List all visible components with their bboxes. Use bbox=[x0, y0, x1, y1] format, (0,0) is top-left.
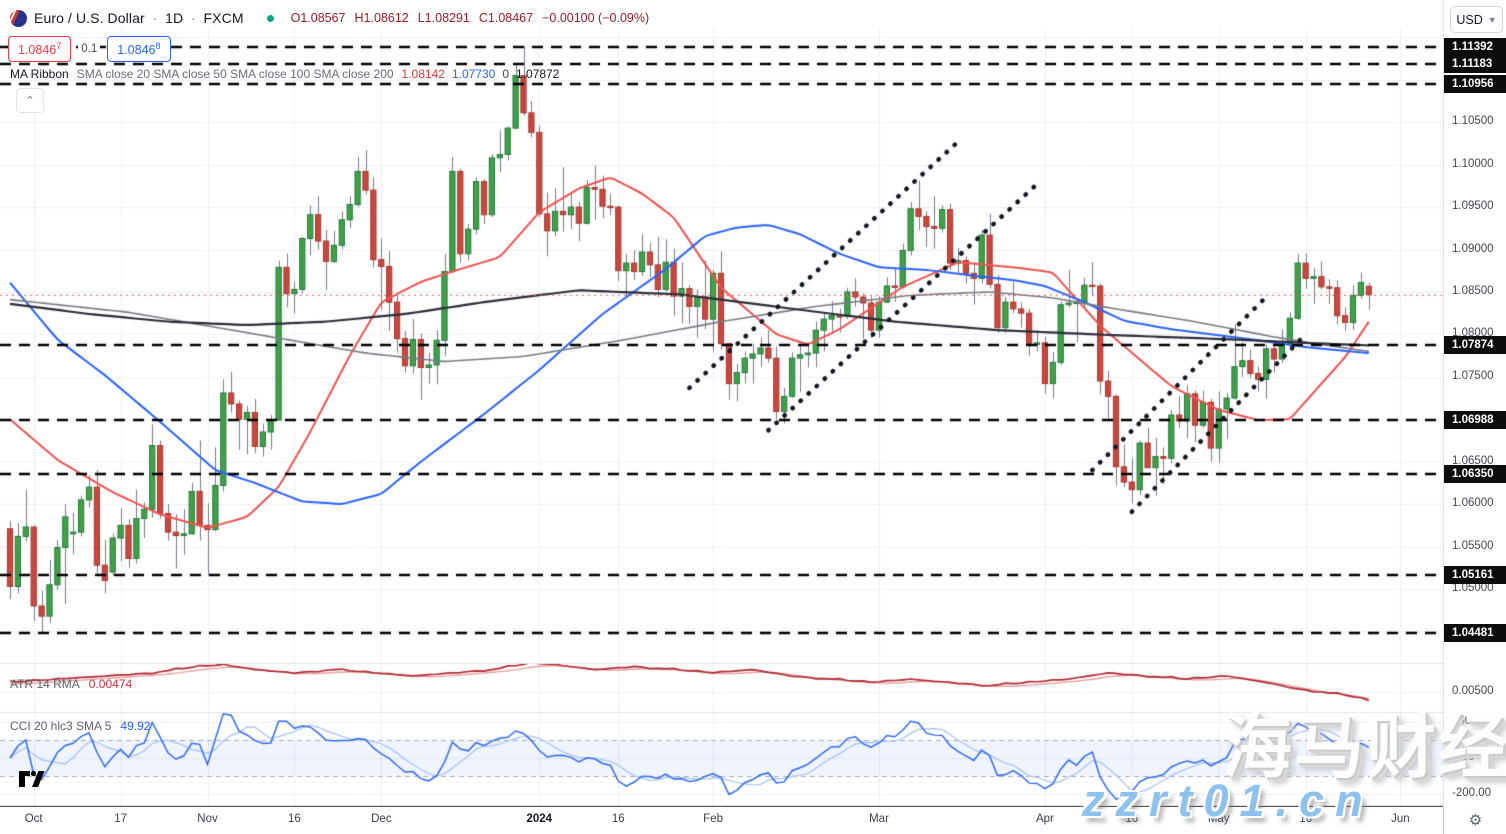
sma100-value: 0 bbox=[502, 67, 510, 81]
time-tick: Oct bbox=[24, 813, 43, 825]
time-tick: May bbox=[1207, 813, 1230, 825]
price-level-label[interactable]: 1.06350 bbox=[1444, 465, 1506, 484]
indicator-values: 1.08142 1.07730 0 1.07872 bbox=[402, 67, 560, 81]
ohlc-open: O1.08567 bbox=[290, 11, 346, 25]
time-tick: 16 bbox=[287, 813, 301, 825]
cci-title[interactable]: CCI 20 hlc3 SMA 5 bbox=[10, 719, 112, 733]
symbol-title[interactable]: Euro / U.S. Dollar bbox=[34, 10, 145, 26]
symbol-header: Euro / U.S. Dollar · 1D · FXCM O1.08567 … bbox=[10, 7, 649, 29]
market-status-icon[interactable] bbox=[266, 14, 274, 22]
price-level-label[interactable]: 1.07874 bbox=[1444, 336, 1506, 355]
price-tick: 1.05000 bbox=[1452, 582, 1494, 594]
price-level-label[interactable]: 1.06988 bbox=[1444, 411, 1506, 430]
axis-settings-cell: ⚙ bbox=[1443, 807, 1506, 834]
atr-title[interactable]: ATR 14 RMA bbox=[10, 677, 80, 691]
currency-label: USD bbox=[1456, 12, 1483, 27]
cci-value: 49.92 bbox=[120, 719, 151, 733]
time-tick: 16 bbox=[1125, 813, 1139, 825]
price-tick: 1.07500 bbox=[1452, 369, 1494, 382]
bid-price-button[interactable]: 1.08467 bbox=[8, 36, 72, 63]
ohlc-readout: O1.08567 H1.08612 L1.08291 C1.08467 −0.0… bbox=[291, 11, 650, 25]
time-tick: Jun bbox=[1391, 813, 1410, 825]
currency-dropdown[interactable]: USD ▼ bbox=[1450, 6, 1503, 33]
price-scale[interactable]: USD ▼ 1.10500 1.10000 1.09500 1.09000 1.0850… bbox=[1443, 0, 1506, 807]
spread-value: 0.1 bbox=[78, 42, 101, 57]
cci-legend[interactable]: CCI 20 hlc3 SMA 5 49.92 bbox=[10, 719, 150, 733]
time-tick: 16 bbox=[1299, 813, 1312, 825]
interval-label[interactable]: 1D bbox=[165, 10, 184, 26]
time-tick: Dec bbox=[371, 813, 392, 825]
chart-canvas[interactable] bbox=[0, 0, 1443, 807]
tradingview-logo[interactable] bbox=[18, 768, 48, 789]
time-tick: Mar bbox=[869, 813, 889, 825]
price-level-label[interactable]: 1.04481 bbox=[1444, 624, 1506, 643]
cci-tick: -200.00 bbox=[1452, 787, 1492, 799]
collapse-indicators-button[interactable]: ⌃ bbox=[16, 88, 44, 113]
price-tick: 1.10000 bbox=[1452, 157, 1494, 170]
sma200-value: 1.07872 bbox=[516, 67, 560, 81]
ohlc-low: L1.08291 bbox=[417, 11, 470, 25]
time-tick: Nov bbox=[197, 813, 218, 825]
time-tick: 17 bbox=[114, 813, 127, 825]
ohlc-high: H1.08612 bbox=[354, 11, 409, 25]
ohlc-change: −0.00100 (−0.09%) bbox=[542, 11, 650, 25]
price-level-label[interactable]: 1.05161 bbox=[1444, 566, 1506, 585]
exchange-label[interactable]: FXCM bbox=[203, 10, 244, 26]
gear-icon[interactable]: ⚙ bbox=[1468, 812, 1483, 829]
price-tick: 1.10500 bbox=[1452, 115, 1494, 128]
time-tick: 16 bbox=[611, 813, 625, 825]
symbol-flag-icon bbox=[10, 9, 27, 27]
ask-price-button[interactable]: 1.08468 bbox=[107, 36, 171, 63]
sma20-value: 1.08142 bbox=[401, 67, 445, 81]
atr-legend[interactable]: ATR 14 RMA 0.00474 bbox=[10, 677, 132, 691]
site-watermark: zzrt01.cn bbox=[1082, 775, 1374, 826]
time-scale[interactable]: Oct 17 Nov 16 Dec 2024 16 Feb Mar Apr 16 May 16 Jun bbox=[0, 807, 1443, 834]
atr-value: 0.00474 bbox=[88, 677, 133, 691]
price-level-label[interactable]: 1.11392 bbox=[1444, 37, 1506, 56]
price-tick: 1.05500 bbox=[1452, 539, 1494, 552]
cci-tick: 0.00 bbox=[1452, 751, 1475, 763]
bid-ask-row: 1.08467 0.1 1.08468 bbox=[8, 36, 171, 63]
time-tick: 2024 bbox=[526, 813, 553, 825]
separator-dot: · bbox=[152, 10, 158, 26]
separator-dot: · bbox=[191, 10, 196, 26]
ma-ribbon-legend[interactable]: MA Ribbon SMA close 20 SMA close 50 SMA … bbox=[10, 67, 559, 81]
price-tick: 1.06000 bbox=[1452, 497, 1494, 510]
ohlc-close: C1.08467 bbox=[478, 11, 534, 25]
indicator-params: SMA close 20 SMA close 50 SMA close 100 … bbox=[76, 67, 394, 81]
price-tick: 1.08500 bbox=[1452, 284, 1494, 297]
sma50-value: 1.07730 bbox=[451, 67, 496, 81]
time-tick: Apr bbox=[1035, 813, 1054, 825]
chevron-down-icon: ▼ bbox=[1487, 14, 1497, 25]
price-level-label[interactable]: 1.10956 bbox=[1444, 74, 1506, 93]
atr-tick: 0.00500 bbox=[1452, 685, 1494, 697]
brand-watermark: 海马财经 bbox=[1222, 708, 1506, 786]
indicator-title[interactable]: MA Ribbon bbox=[10, 67, 69, 81]
price-level-label[interactable]: 1.11183 bbox=[1444, 55, 1506, 74]
price-tick: 1.09500 bbox=[1452, 200, 1494, 213]
price-tick: 1.09000 bbox=[1452, 242, 1494, 255]
time-tick: Feb bbox=[703, 813, 724, 825]
price-tick: 1.06500 bbox=[1452, 454, 1494, 467]
cci-tick: 200.00 bbox=[1452, 715, 1488, 727]
